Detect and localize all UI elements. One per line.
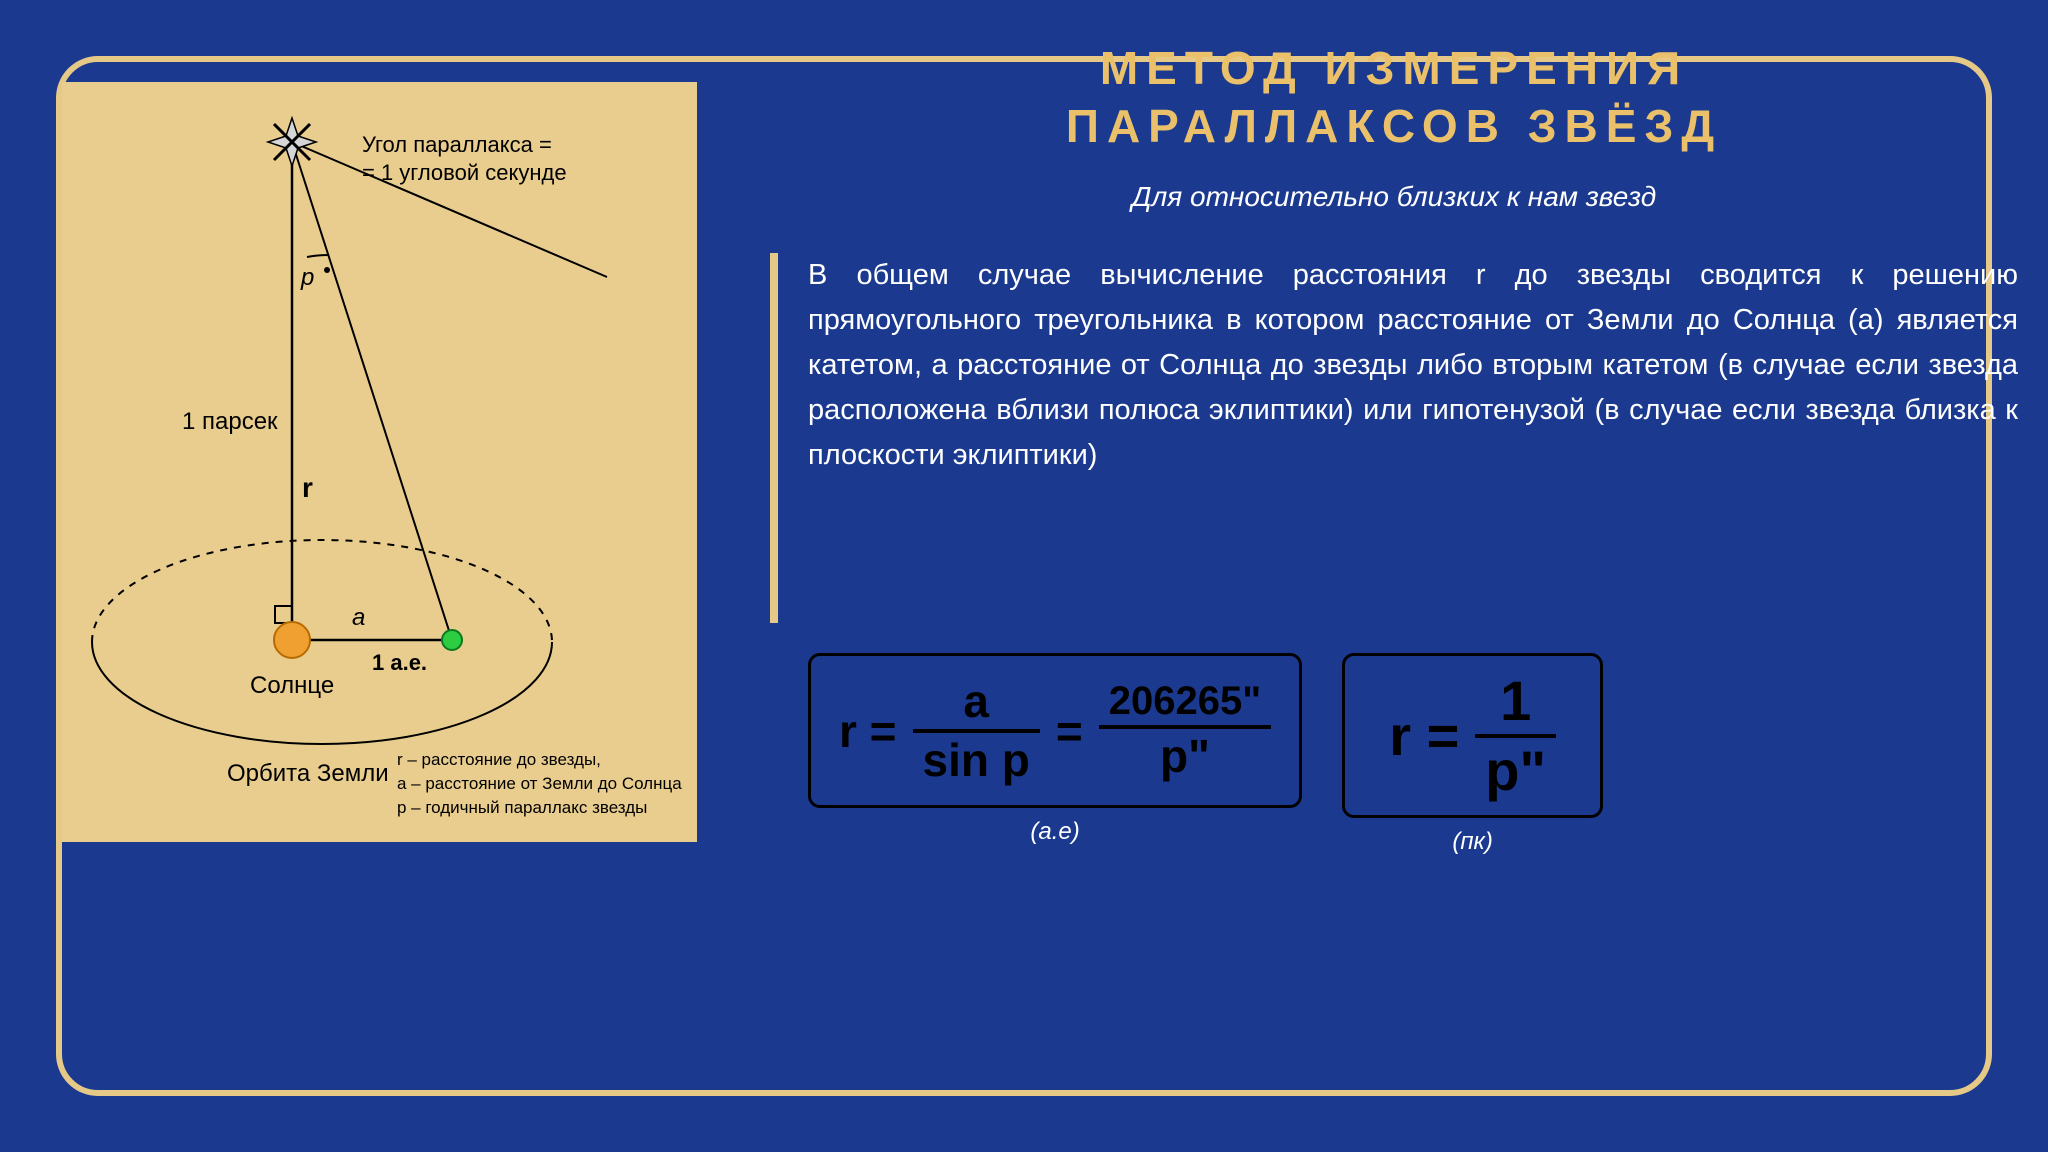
f2-lhs: r = — [1389, 703, 1459, 768]
legend-a: a – расстояние от Земли до Солнца — [397, 774, 682, 794]
label-p: p — [301, 264, 314, 292]
legend-r: r – расстояние до звезды, — [397, 750, 601, 770]
f1-frac2: 206265" p" — [1099, 677, 1271, 784]
f2-num: 1 — [1490, 668, 1541, 734]
body-row: В общем случае вычисление расстояния r д… — [770, 253, 2018, 623]
f1-lhs: r = — [839, 704, 897, 758]
f1-unit: (а.е) — [1030, 818, 1079, 846]
f1-frac1-den: sin p — [913, 733, 1040, 788]
f2-unit: (пк) — [1452, 828, 1493, 856]
f2-den: p" — [1475, 738, 1556, 804]
accent-bar — [770, 253, 778, 623]
right-angle — [275, 606, 292, 623]
label-r: r — [302, 472, 313, 504]
label-sun: Солнце — [250, 672, 334, 700]
earth-icon — [442, 630, 462, 650]
body-text: В общем случае вычисление расстояния r д… — [808, 253, 2018, 623]
angle-dot — [324, 267, 330, 273]
legend-p: p – годичный параллакс звезды — [397, 798, 647, 818]
label-parallax-2: = 1 угловой секунде — [362, 160, 567, 186]
f1-frac2-num: 206265" — [1099, 677, 1271, 725]
angle-arc — [307, 255, 329, 257]
label-a: a — [352, 604, 365, 632]
star-icon — [268, 118, 316, 166]
line-star-earth — [292, 142, 452, 640]
formula-2: r = 1 p" — [1342, 653, 1603, 818]
f1-eq: = — [1056, 704, 1083, 758]
label-au: 1 а.е. — [372, 650, 427, 676]
label-parallax-1: Угол параллакса = — [362, 132, 552, 158]
content: Угол параллакса = = 1 угловой секунде p … — [0, 0, 2048, 1152]
formula-2-wrap: r = 1 p" (пк) — [1342, 653, 1603, 856]
f1-frac2-den: p" — [1150, 729, 1220, 784]
parallax-diagram: Угол параллакса = = 1 угловой секунде p … — [62, 82, 697, 842]
sun-icon — [274, 622, 310, 658]
page-title: МЕТОД ИЗМЕРЕНИЯ ПАРАЛЛАКСОВ ЗВЁЗД — [770, 40, 2018, 155]
orbit-top — [92, 540, 552, 642]
f1-frac1-num: a — [953, 674, 999, 729]
right-panel: МЕТОД ИЗМЕРЕНИЯ ПАРАЛЛАКСОВ ЗВЁЗД Для от… — [770, 40, 2018, 1122]
title-line-1: МЕТОД ИЗМЕРЕНИЯ — [1100, 42, 1688, 94]
f1-frac1: a sin p — [913, 674, 1040, 787]
title-line-2: ПАРАЛЛАКСОВ ЗВЁЗД — [1066, 100, 1722, 152]
formula-1: r = a sin p = 206265" p" — [808, 653, 1302, 808]
formulas: r = a sin p = 206265" p" (а.е) — [808, 653, 2018, 856]
formula-1-wrap: r = a sin p = 206265" p" (а.е) — [808, 653, 1302, 856]
label-parsec: 1 парсек — [182, 408, 278, 436]
f2-frac: 1 p" — [1475, 668, 1556, 803]
subtitle: Для относительно близких к нам звезд — [770, 181, 2018, 213]
diagram-svg — [62, 82, 697, 842]
label-orbit: Орбита Земли — [227, 760, 389, 788]
